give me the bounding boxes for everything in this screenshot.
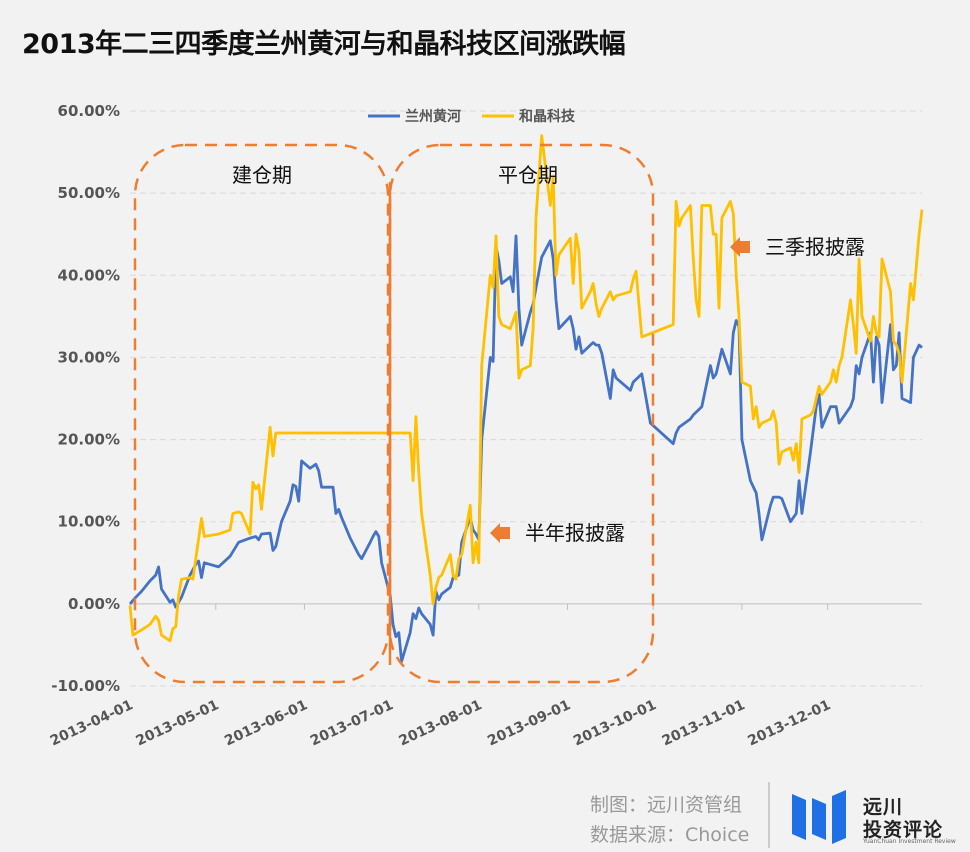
box-close-position xyxy=(388,143,655,684)
grid-lines xyxy=(130,110,922,687)
footer-divider xyxy=(768,782,770,848)
x-tick-label: 2013-08-01 xyxy=(397,697,485,749)
y-tick-label: 50.00% xyxy=(58,184,120,202)
chart-title: 2013年二三四季度兰州黄河与和晶科技区间涨跌幅 xyxy=(22,29,626,60)
y-tick-label: 20.00% xyxy=(58,431,120,449)
y-tick-label: 30.00% xyxy=(58,348,120,366)
y-tick-label: -10.00% xyxy=(51,677,120,695)
x-tick-label: 2013-10-01 xyxy=(571,697,659,749)
x-tick-label: 2013-07-01 xyxy=(308,697,396,749)
x-tick-label: 2013-05-01 xyxy=(134,697,222,749)
half-year-report-label: 半年报披露 xyxy=(525,521,625,545)
series-line-1 xyxy=(128,234,923,663)
legend-label-series1: 兰州黄河 xyxy=(405,108,461,125)
y-tick-label: 10.00% xyxy=(58,513,120,531)
arrow-left-icon xyxy=(490,523,510,543)
logo-icon xyxy=(792,790,846,844)
x-tick-label: 2013-04-01 xyxy=(48,697,136,749)
series-lines xyxy=(128,134,924,663)
y-tick-label: 60.00% xyxy=(58,102,120,120)
box-close-label: 平仓期 xyxy=(498,163,558,187)
x-tick-label: 2013-12-01 xyxy=(745,697,833,749)
footer-source: 数据来源：Choice xyxy=(590,824,750,846)
logo-name: 远川 xyxy=(863,796,904,818)
x-tick-label: 2013-09-01 xyxy=(485,697,573,749)
legend: 兰州黄河 和晶科技 xyxy=(368,108,576,125)
x-tick-label: 2013-11-01 xyxy=(660,697,748,749)
footer-credit: 制图：远川资管组 xyxy=(590,794,743,816)
box-build-position xyxy=(133,143,390,684)
legend-label-series2: 和晶科技 xyxy=(519,108,576,125)
y-tick-label: 0.00% xyxy=(68,595,120,613)
x-tick-label: 2013-06-01 xyxy=(222,697,310,749)
box-build-label: 建仓期 xyxy=(232,163,292,187)
arrow-left-icon xyxy=(730,237,750,257)
logo-english: YuanChuan Investment Review xyxy=(863,838,956,845)
series-line-2 xyxy=(128,134,924,643)
q3-report-label: 三季报披露 xyxy=(765,235,865,259)
logo-subtitle: 投资评论 xyxy=(863,819,944,841)
y-tick-label: 40.00% xyxy=(58,266,120,284)
y-axis-ticks: -10.00% 0.00% 10.00% 20.00% 30.00% 40.00% 50.0… xyxy=(51,102,120,695)
